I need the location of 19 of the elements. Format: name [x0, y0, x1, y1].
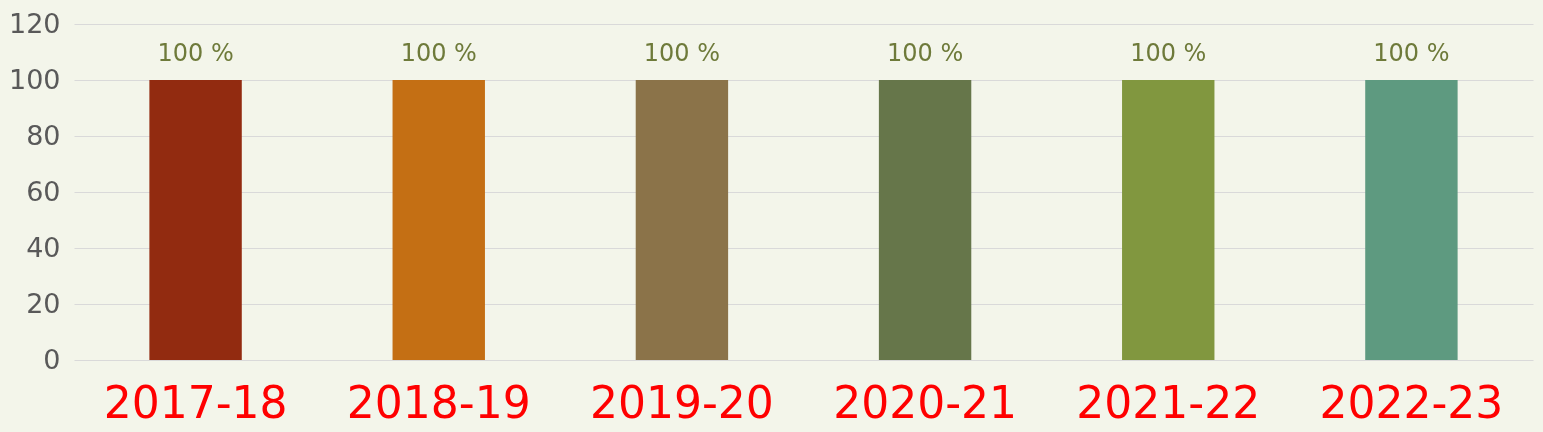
x-tick-label: 2019-20: [589, 376, 774, 428]
y-tick-label: 120: [8, 7, 61, 39]
data-label: 100 %: [643, 39, 721, 67]
y-tick-label: 100: [8, 63, 61, 95]
y-tick-label: 40: [26, 231, 61, 263]
x-tick-label: 2018-19: [346, 376, 531, 428]
data-label: 100 %: [1130, 39, 1207, 67]
data-label: 100 %: [1373, 39, 1450, 67]
x-tick-label: 2020-21: [833, 376, 1018, 428]
data-label: 100 %: [157, 39, 234, 67]
y-tick-label: 20: [26, 287, 61, 319]
y-tick-label: 80: [26, 119, 61, 151]
x-tick-label: 2021-22: [1076, 376, 1261, 428]
y-tick-label: 60: [26, 175, 61, 207]
data-label: 100 %: [886, 39, 964, 67]
x-tick-label: 2017-18: [103, 376, 288, 428]
y-tick-label: 0: [43, 343, 61, 375]
data-label: 100 %: [400, 39, 477, 67]
x-tick-label: 2022-23: [1319, 376, 1504, 428]
